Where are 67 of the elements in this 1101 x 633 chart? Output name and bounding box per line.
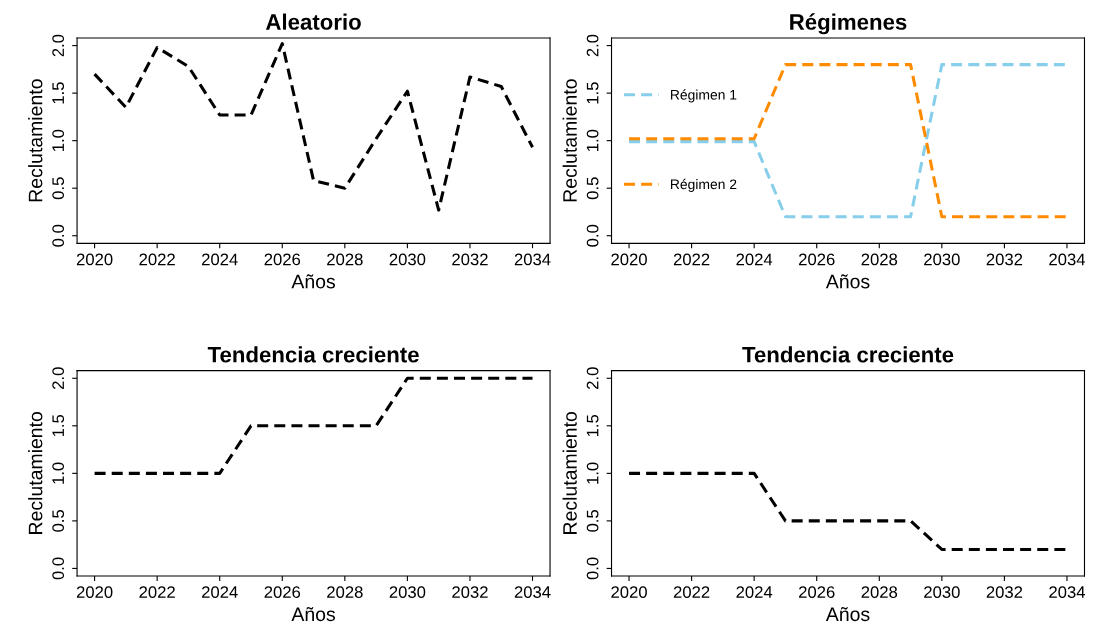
x-axis-title: Años <box>291 606 336 622</box>
y-tick-label: 2.0 <box>586 34 599 57</box>
chart-title: Aleatorio <box>265 13 361 30</box>
y-tick-label: 2.0 <box>52 367 65 390</box>
x-tick-label: 2022 <box>673 586 710 598</box>
y-axis-title: Reclutamiento <box>28 79 43 202</box>
x-tick-label: 2020 <box>76 586 113 598</box>
chart-title: Régimenes <box>790 13 907 35</box>
x-axis-title: Años <box>825 274 870 289</box>
x-tick-label: 2028 <box>327 586 363 598</box>
y-tick-label: 0.5 <box>586 510 599 532</box>
x-tick-label: 2030 <box>924 253 960 266</box>
x-tick-label: 2034 <box>514 586 551 598</box>
x-tick-label: 2026 <box>799 253 835 266</box>
x-tick-label: 2022 <box>673 253 710 266</box>
y-tick-label: 0.5 <box>586 177 599 200</box>
x-tick-label: 2030 <box>924 586 960 598</box>
x-tick-label: 2032 <box>986 253 1023 266</box>
y-tick-label: 2.0 <box>586 367 599 390</box>
x-tick-label: 2032 <box>452 586 488 598</box>
y-tick-label: 0.0 <box>586 557 599 580</box>
x-tick-label: 2022 <box>139 586 175 598</box>
x-tick-label: 2032 <box>986 586 1023 598</box>
x-tick-label: 2022 <box>139 253 175 266</box>
y-tick-label: 1.5 <box>586 82 599 104</box>
x-tick-label: 2024 <box>736 586 773 598</box>
y-tick-label: 1.5 <box>586 414 599 437</box>
legend-label: Régimen 2 <box>670 178 737 192</box>
y-tick-label: 1.5 <box>52 82 65 104</box>
x-tick-label: 2026 <box>799 586 835 598</box>
x-tick-label: 2028 <box>861 586 898 598</box>
x-tick-label: 2034 <box>514 253 551 266</box>
x-tick-label: 2030 <box>389 253 426 266</box>
chart-title: Tendencia creciente <box>207 346 419 363</box>
y-tick-label: 2.0 <box>52 34 65 57</box>
x-tick-label: 2032 <box>452 253 488 266</box>
legend-label: Régimen 1 <box>670 89 737 103</box>
x-tick-label: 2026 <box>264 253 301 266</box>
y-axis-title: Reclutamiento <box>28 412 43 534</box>
x-tick-label: 2020 <box>76 253 113 266</box>
y-tick-label: 1.0 <box>586 462 599 484</box>
y-tick-label: 1.0 <box>586 129 599 151</box>
y-tick-label: 0.0 <box>52 557 65 580</box>
x-tick-label: 2030 <box>389 586 426 598</box>
x-tick-label: 2024 <box>202 253 238 266</box>
x-tick-label: 2034 <box>1049 253 1086 266</box>
y-tick-label: 1.5 <box>52 414 65 437</box>
x-tick-label: 2028 <box>861 253 898 266</box>
x-tick-label: 2026 <box>264 586 301 598</box>
y-tick-label: 1.0 <box>52 129 65 151</box>
line-series <box>93 42 535 212</box>
y-tick-label: 0.0 <box>52 224 65 247</box>
y-tick-label: 0.5 <box>52 510 65 532</box>
x-tick-label: 2024 <box>736 253 773 266</box>
y-tick-label: 0.5 <box>52 177 65 200</box>
x-tick-label: 2020 <box>611 586 647 598</box>
x-tick-label: 2034 <box>1049 586 1086 598</box>
y-axis-title: Reclutamiento <box>562 79 577 202</box>
chart-title: Tendencia creciente <box>742 346 954 363</box>
y-tick-label: 1.0 <box>52 462 65 484</box>
x-tick-label: 2024 <box>202 586 238 598</box>
y-axis-title: Reclutamiento <box>562 412 577 534</box>
x-axis-title: Años <box>825 606 870 622</box>
y-tick-label: 0.0 <box>586 224 599 247</box>
x-tick-label: 2028 <box>327 253 363 266</box>
x-axis-title: Años <box>291 274 336 289</box>
x-tick-label: 2020 <box>611 253 647 266</box>
